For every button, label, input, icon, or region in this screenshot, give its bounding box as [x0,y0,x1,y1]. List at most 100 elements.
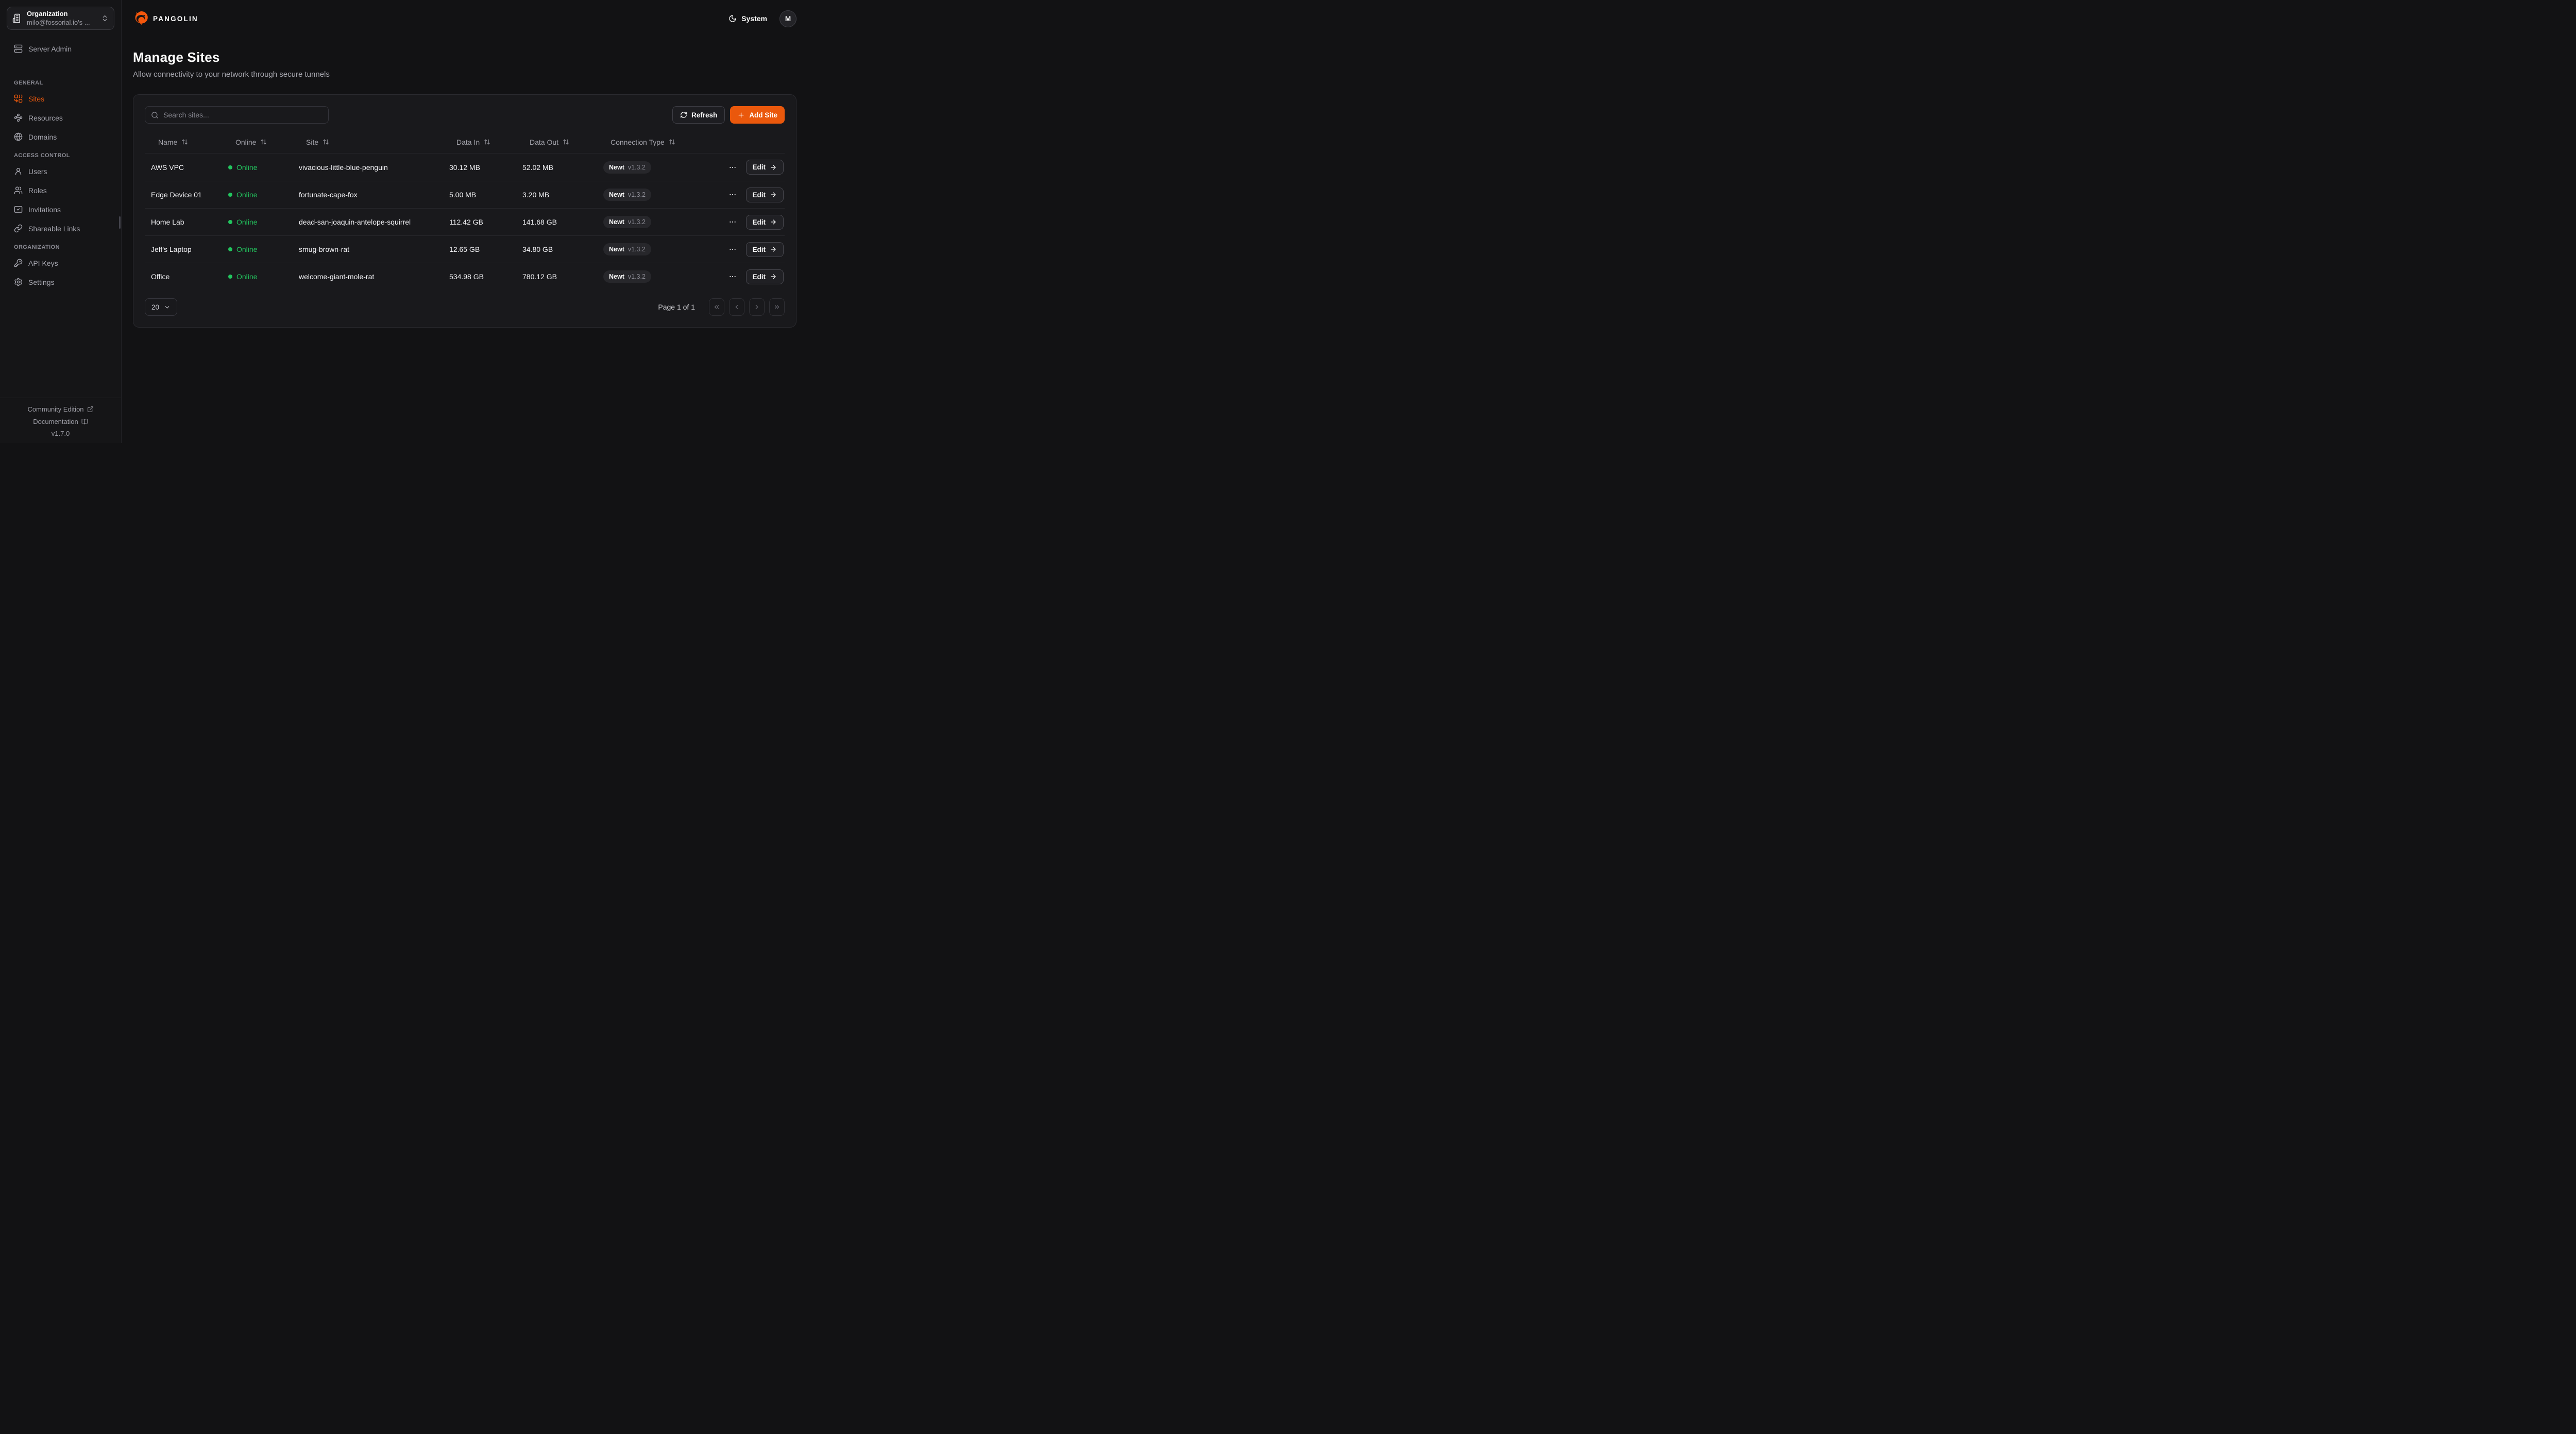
sidebar-item-sites[interactable]: Sites [7,91,114,106]
sidebar-item-shareable-links[interactable]: Shareable Links [7,221,114,236]
column-header-connection-type[interactable]: Connection Type [597,138,717,146]
row-menu-button[interactable] [727,217,738,227]
data-out-cell: 3.20 MB [522,191,550,199]
user-icon [14,167,23,176]
connection-badge: Newt v1.3.2 [603,189,651,201]
row-menu-button[interactable] [727,190,738,200]
row-actions: Edit [717,187,785,202]
user-avatar[interactable]: M [779,10,796,27]
theme-label: System [741,14,767,23]
book-open-icon [81,418,88,425]
sidebar-nav: Server Admin GENERAL Sites Resources Dom… [7,41,114,398]
sidebar-item-domains[interactable]: Domains [7,129,114,144]
section-heading-organization: ORGANIZATION [14,244,60,250]
row-actions: Edit [717,242,785,257]
site-name-cell: Home Lab [151,218,184,226]
online-dot-icon [228,247,232,251]
edit-label: Edit [752,163,766,171]
online-dot-icon [228,165,232,169]
sidebar-footer: Community Edition Documentation v1.7.0 [0,398,121,443]
edit-button[interactable]: Edit [745,187,784,202]
sidebar-item-server-admin[interactable]: Server Admin [7,41,114,56]
column-header-data-out[interactable]: Data Out [516,138,597,146]
next-page-button[interactable] [749,298,765,316]
theme-toggle[interactable]: System [728,14,767,23]
column-header-data-in[interactable]: Data In [443,138,516,146]
row-menu-button[interactable] [727,271,738,282]
sidebar-item-label: Roles [28,186,47,195]
site-id-cell: smug-brown-rat [299,245,350,253]
site-name-cell: Office [151,272,170,281]
row-menu-button[interactable] [727,162,738,173]
row-actions: Edit [717,160,785,175]
row-menu-button[interactable] [727,244,738,254]
avatar-initial: M [785,14,791,23]
site-status-cell: Online [222,272,293,281]
users-icon [14,186,23,195]
edit-button[interactable]: Edit [745,160,784,175]
page-title: Manage Sites [133,49,220,65]
topbar: PANGOLIN System M [133,0,796,37]
add-site-label: Add Site [749,111,777,119]
key-icon [14,259,23,267]
card-footer: 20 Page 1 of 1 [145,298,785,316]
sidebar-item-label: Resources [28,113,63,122]
last-page-button[interactable] [769,298,785,316]
chevron-left-icon [733,303,740,311]
online-status-label: Online [236,218,258,226]
sidebar-scrollbar[interactable] [119,216,121,229]
connection-badge: Newt v1.3.2 [603,216,651,228]
moon-icon [728,14,737,23]
search-input[interactable] [163,111,323,119]
organization-selector[interactable]: Organization milo@fossorial.io's ... [7,7,114,30]
online-status-label: Online [236,191,258,199]
edit-button[interactable]: Edit [745,242,784,257]
edit-button[interactable]: Edit [745,214,784,230]
arrow-right-icon [770,246,777,253]
ellipsis-icon [728,218,737,226]
connection-version: v1.3.2 [628,218,646,226]
refresh-button[interactable]: Refresh [672,106,725,124]
building-icon [12,13,22,23]
refresh-icon [680,111,687,118]
data-in-cell: 534.98 GB [449,272,484,281]
card-toolbar: Refresh Add Site [145,106,785,124]
column-header-site[interactable]: Site [293,138,443,146]
edit-label: Edit [752,218,766,226]
arrow-right-icon [770,164,777,171]
brand-logo[interactable]: PANGOLIN [133,11,198,26]
sidebar-item-resources[interactable]: Resources [7,110,114,125]
sites-table: Name Online Site Data In Data Out [145,131,785,290]
sidebar-item-label: Server Admin [28,44,72,53]
sidebar-item-users[interactable]: Users [7,164,114,179]
edit-button[interactable]: Edit [745,269,784,284]
sidebar-item-label: Sites [28,94,45,103]
sidebar-item-invitations[interactable]: Invitations [7,202,114,217]
table-row: Home Lab Online dead-san-joaquin-antelop… [145,208,785,235]
app-version: v1.7.0 [51,430,70,437]
waypoints-icon [14,113,23,122]
page-size-select[interactable]: 20 [145,298,178,316]
connection-version: v1.3.2 [628,273,646,280]
organization-label: Organization [27,10,68,18]
column-header-name[interactable]: Name [145,138,222,146]
mail-check-icon [14,205,23,214]
previous-page-button[interactable] [729,298,744,316]
column-header-online[interactable]: Online [222,138,293,146]
brand-name: PANGOLIN [153,14,198,23]
sidebar-item-roles[interactable]: Roles [7,183,114,198]
sidebar-item-settings[interactable]: Settings [7,275,114,289]
documentation-link[interactable]: Documentation [5,418,116,425]
link-icon [14,224,23,233]
site-status-cell: Online [222,191,293,199]
plus-icon [737,111,745,119]
add-site-button[interactable]: Add Site [730,106,785,124]
ellipsis-icon [728,191,737,199]
sidebar-item-api-keys[interactable]: API Keys [7,255,114,270]
community-edition-link[interactable]: Community Edition [5,405,116,413]
first-page-button[interactable] [709,298,724,316]
combine-icon [14,94,23,103]
data-out-cell: 780.12 GB [522,272,557,281]
online-status-label: Online [236,163,258,172]
organization-value: milo@fossorial.io's ... [27,18,90,26]
